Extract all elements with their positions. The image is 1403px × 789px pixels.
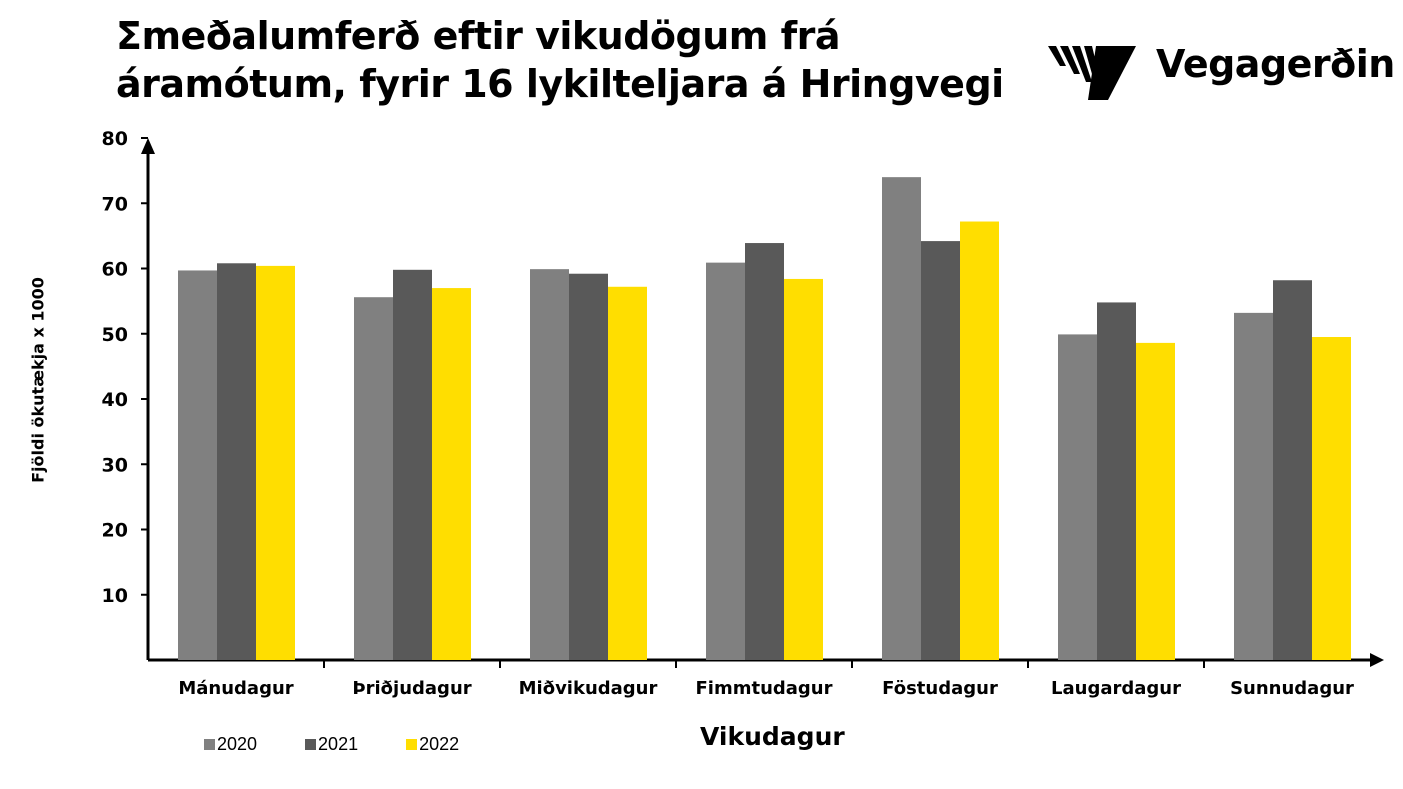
bar-2021-Miðvikudagur [569,273,608,660]
bar-2022-Miðvikudagur [608,286,647,660]
y-tick-label-30: 30 [102,454,128,476]
y-tick-label-20: 20 [102,520,128,542]
chart-title-line-1: Σmeðalumferð eftir vikudögum frá [116,14,841,58]
bar-2021-Föstudagur [921,241,960,660]
y-tick-label-60: 60 [102,259,128,281]
legend-item-2021: 2021 [305,734,358,755]
legend-swatch-2021 [305,739,317,750]
bar-2022-Föstudagur [960,221,999,660]
bar-2020-Fimmtudagur [706,262,745,660]
y-tick-label-10: 10 [102,585,128,607]
y-tick-label-40: 40 [102,389,128,411]
y-tick-label-50: 50 [102,324,128,346]
chart-title: Σmeðalumferð eftir vikudögum frá áramótu… [116,12,1016,108]
bar-2022-Þriðjudagur [432,288,471,660]
x-axis-arrow [1370,653,1384,667]
x-tick-label-Laugardagur: Laugardagur [1051,678,1181,699]
x-tick-label-Miðvikudagur: Miðvikudagur [519,678,658,699]
bar-2021-Laugardagur [1097,302,1136,660]
x-tick-label-Sunnudagur: Sunnudagur [1230,678,1354,699]
bar-2020-Sunnudagur [1234,312,1273,660]
legend-swatch-2022 [406,739,418,750]
legend-item-2022: 2022 [406,734,459,755]
x-axis-label: Vikudagur [700,722,845,751]
bar-2020-Þriðjudagur [354,297,393,660]
chart-legend: 2020 2021 2022 [204,734,459,755]
x-tick-label-Mánudagur: Mánudagur [178,678,293,699]
legend-swatch-2020 [204,739,215,750]
bar-2020-Laugardagur [1058,334,1097,660]
bar-2021-Sunnudagur [1273,280,1312,660]
bar-2022-Fimmtudagur [784,278,823,660]
logo-text: Vegagerðin [1156,42,1395,86]
bar-2020-Föstudagur [882,177,921,660]
vegagerdin-logo: Vegagerðin [1046,40,1396,104]
y-tick-label-70: 70 [102,193,128,215]
legend-label-2022: 2022 [419,734,460,754]
bar-2021-Fimmtudagur [745,243,784,661]
x-tick-label-Föstudagur: Föstudagur [882,678,998,699]
legend-item-2020: 2020 [204,734,257,755]
y-axis-label: Fjöldi ökutækja x 1000 [28,277,48,483]
legend-label-2020: 2020 [217,734,258,754]
bar-2022-Mánudagur [256,265,295,660]
bar-2022-Sunnudagur [1312,337,1351,660]
bar-2020-Miðvikudagur [530,269,569,660]
vegagerdin-stripes-logo-icon [1048,46,1136,100]
bar-2021-Mánudagur [217,263,256,660]
bar-2020-Mánudagur [178,270,217,660]
x-tick-label-Fimmtudagur: Fimmtudagur [695,678,832,699]
legend-label-2021: 2021 [318,734,359,754]
bar-2022-Laugardagur [1136,342,1175,660]
y-axis-arrow [141,138,155,154]
bar-2021-Þriðjudagur [393,269,432,660]
x-tick-label-Þriðjudagur: Þriðjudagur [352,678,471,699]
y-tick-label-80: 80 [102,128,128,150]
chart-title-line-2: áramótum, fyrir 16 lykilteljara á Hringv… [116,62,1004,106]
